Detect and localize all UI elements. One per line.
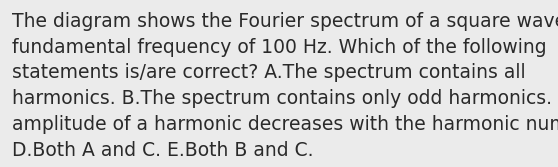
Text: D.Both A and C. E.Both B and C.: D.Both A and C. E.Both B and C. [12,141,314,160]
Text: amplitude of a harmonic decreases with the harmonic number.: amplitude of a harmonic decreases with t… [12,115,558,134]
Text: fundamental frequency of 100 Hz. Which of the following: fundamental frequency of 100 Hz. Which o… [12,38,547,57]
Text: harmonics. B.The spectrum contains only odd harmonics. C.The: harmonics. B.The spectrum contains only … [12,89,558,108]
Text: statements is/are correct? A.The spectrum contains all: statements is/are correct? A.The spectru… [12,63,526,82]
Text: The diagram shows the Fourier spectrum of a square wave with a: The diagram shows the Fourier spectrum o… [12,12,558,31]
